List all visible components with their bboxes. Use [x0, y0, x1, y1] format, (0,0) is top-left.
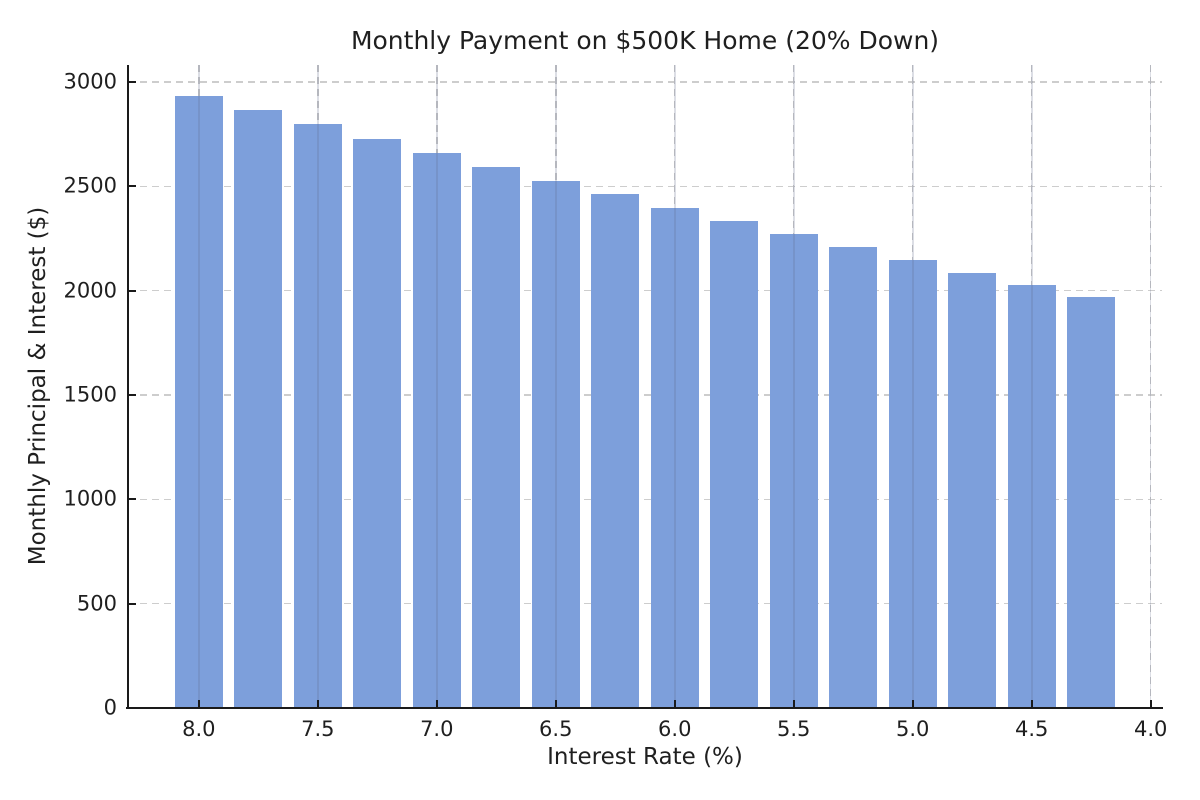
- bar-rate-5.25: [829, 247, 878, 708]
- bar-rate-6: [650, 207, 699, 708]
- v-gridline-overlay-8: [197, 65, 200, 708]
- bar-rate-6.5: [531, 180, 580, 708]
- bar-rate-5: [888, 260, 937, 708]
- x-tick-4: [1149, 699, 1152, 707]
- h-gridline-1500: [128, 394, 1162, 396]
- y-tick-1000: [129, 498, 137, 501]
- bar-rate-5.5: [769, 234, 818, 708]
- bar-rate-4.5: [1007, 285, 1056, 708]
- x-tick-label-7: 7.0: [420, 717, 454, 741]
- x-tick-label-7.5: 7.5: [301, 717, 335, 741]
- y-tick-label-1500: 1500: [63, 382, 117, 407]
- h-gridline-2500: [128, 185, 1162, 188]
- y-tick-label-500: 500: [76, 591, 117, 616]
- x-tick-label-5.5: 5.5: [777, 717, 811, 741]
- x-tick-label-4: 4.0: [1133, 717, 1168, 741]
- bar-rate-7.25: [353, 138, 402, 708]
- x-tick-7.5: [316, 699, 319, 707]
- x-axis-spine: [125, 706, 1163, 710]
- bar-rate-4.25: [1067, 297, 1115, 708]
- bar-rate-4.75: [948, 272, 996, 708]
- bar-rate-7.75: [234, 110, 283, 708]
- h-gridline-1000: [128, 498, 1162, 501]
- y-tick-2500: [129, 185, 137, 188]
- y-tick-label-0: 0: [103, 695, 117, 720]
- v-gridline-overlay-5: [911, 65, 914, 708]
- x-tick-5.5: [792, 699, 795, 707]
- x-tick-label-8: 8.0: [182, 717, 216, 741]
- v-gridline-overlay-6.5: [554, 65, 557, 708]
- x-tick-label-4.5: 4.5: [1015, 717, 1049, 741]
- v-gridline-4: [1149, 65, 1152, 708]
- bar-rate-6.75: [472, 166, 521, 708]
- y-tick-label-2000: 2000: [63, 278, 117, 303]
- y-tick-500: [129, 602, 137, 605]
- x-axis-label: Interest Rate (%): [547, 744, 743, 770]
- x-tick-4.5: [1030, 699, 1033, 707]
- bar-rate-8: [175, 95, 223, 708]
- bar-rate-6.25: [591, 194, 640, 708]
- y-tick-3000: [129, 81, 137, 84]
- v-gridline-overlay-6: [673, 65, 676, 708]
- v-gridline-overlay-5.5: [792, 65, 795, 708]
- y-tick-label-3000: 3000: [63, 69, 117, 94]
- h-gridline-500: [128, 602, 1162, 605]
- bar-rate-7.5: [293, 124, 342, 708]
- x-tick-label-5: 5.0: [896, 717, 930, 741]
- x-tick-5: [911, 699, 914, 707]
- v-gridline-overlay-4.5: [1030, 65, 1033, 708]
- x-tick-label-6: 6.0: [658, 717, 692, 741]
- chart-title: Monthly Payment on $500K Home (20% Down): [350, 26, 940, 55]
- h-gridline-2000: [128, 289, 1162, 292]
- x-tick-6.5: [554, 699, 557, 707]
- bar-rate-5.75: [710, 220, 759, 708]
- y-tick-label-2500: 2500: [63, 173, 117, 198]
- v-gridline-overlay-4: [1149, 65, 1152, 708]
- x-tick-label-6.5: 6.5: [539, 717, 573, 741]
- x-tick-6: [673, 699, 676, 707]
- x-tick-7: [435, 699, 438, 707]
- y-tick-label-1000: 1000: [63, 486, 117, 511]
- v-gridline-overlay-7: [435, 65, 438, 708]
- x-tick-8: [197, 699, 200, 707]
- v-gridline-overlay-7.5: [316, 65, 319, 708]
- y-axis-spine: [126, 65, 130, 710]
- y-tick-1500: [129, 394, 137, 397]
- h-gridline-3000: [128, 81, 1162, 83]
- y-tick-2000: [129, 289, 137, 292]
- bar-rate-7: [412, 152, 461, 708]
